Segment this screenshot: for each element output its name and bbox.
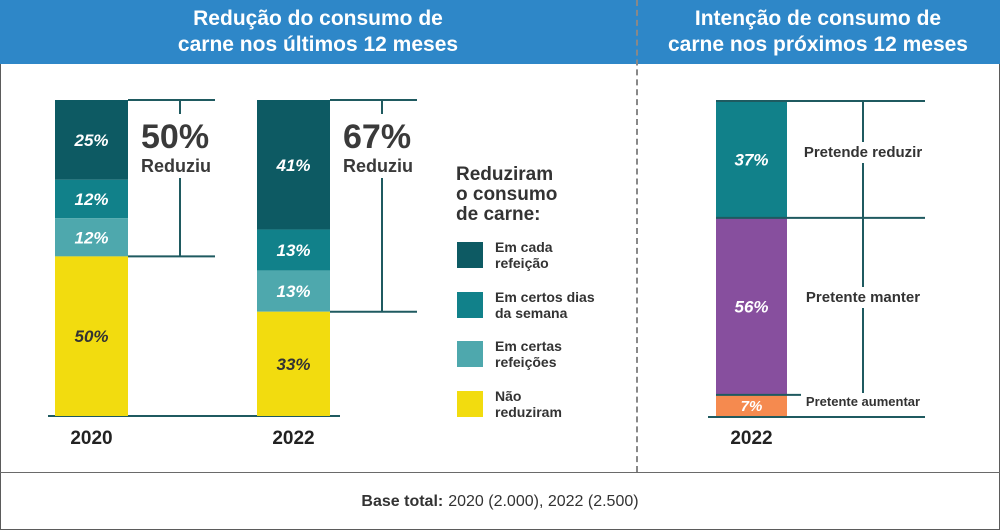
category-label-2022-intent: 2022 bbox=[730, 428, 772, 449]
legend-swatch-2 bbox=[457, 341, 483, 367]
bar-segment-2022-2 bbox=[257, 270, 330, 312]
bar-segment-2022-intent-1 bbox=[716, 217, 787, 395]
segment-label: Pretende reduzir bbox=[804, 144, 923, 161]
bar-segment-2022-intent-2 bbox=[716, 394, 787, 417]
legend-entry: Em certos dias da semana bbox=[495, 289, 595, 321]
bar-segment-2020-1 bbox=[55, 179, 128, 219]
bar-data-label: 13% bbox=[276, 282, 310, 301]
summary-value: 50% bbox=[141, 118, 209, 156]
bar-data-label: 37% bbox=[734, 150, 768, 169]
legend-entry: Em cada refeição bbox=[495, 239, 553, 271]
segment-label-bg bbox=[803, 287, 923, 308]
bar-data-label: 7% bbox=[741, 398, 763, 415]
right-panel-title: Intenção de consumo de carne nos próximo… bbox=[636, 0, 1000, 64]
bar-data-label: 41% bbox=[275, 156, 310, 175]
legend-entry: Não reduziram bbox=[495, 388, 562, 420]
legend-swatch-3 bbox=[457, 391, 483, 417]
summary-label: Reduziu bbox=[343, 156, 413, 176]
legend-title: Reduziram o consumo de carne: bbox=[456, 164, 557, 225]
bar-segment-2022-1 bbox=[257, 229, 330, 271]
segment-label-bg bbox=[803, 142, 923, 163]
left-panel-title-text: Redução do consumo de carne nos últimos … bbox=[177, 7, 459, 56]
bar-data-label: 56% bbox=[734, 297, 768, 316]
legend-entry: Em certas refeições bbox=[495, 338, 562, 370]
left-panel-title: Redução do consumo de carne nos últimos … bbox=[0, 0, 636, 64]
footer-text: 2020 (2.000), 2022 (2.500) bbox=[448, 492, 639, 510]
bar-data-label: 13% bbox=[276, 241, 310, 260]
bar-segment-2022-3 bbox=[257, 311, 330, 416]
right-panel-title-text: Intenção de consumo de carne nos próximo… bbox=[668, 7, 968, 56]
bar-data-label: 12% bbox=[74, 190, 108, 209]
segment-label-bg bbox=[801, 393, 925, 412]
bar-data-label: 25% bbox=[73, 131, 108, 150]
summary-bg bbox=[338, 114, 420, 178]
bar-segment-2020-0 bbox=[55, 100, 128, 180]
footer-divider bbox=[0, 472, 1000, 473]
legend-swatch-0 bbox=[457, 242, 483, 268]
category-label-2022: 2022 bbox=[272, 428, 314, 449]
bar-segment-2020-3 bbox=[55, 256, 128, 416]
panel-divider bbox=[636, 0, 638, 472]
bar-segment-2020-2 bbox=[55, 218, 128, 257]
summary-label: Reduziu bbox=[141, 156, 211, 176]
bar-data-label: 33% bbox=[276, 355, 310, 374]
summary-value: 67% bbox=[343, 118, 411, 156]
legend-swatch-1 bbox=[457, 292, 483, 318]
bar-segment-2022-intent-0 bbox=[716, 101, 787, 218]
footer-base: Base total: 2020 (2.000), 2022 (2.500) bbox=[0, 473, 1000, 530]
bar-segment-2022-0 bbox=[257, 100, 330, 230]
summary-bg bbox=[136, 114, 218, 178]
category-label-2020: 2020 bbox=[70, 428, 112, 449]
footer-label: Base total: bbox=[361, 492, 444, 510]
segment-label: Pretente manter bbox=[806, 289, 920, 306]
bar-data-label: 12% bbox=[74, 228, 108, 247]
bar-data-label: 50% bbox=[74, 327, 108, 346]
segment-label: Pretente aumentar bbox=[806, 394, 920, 409]
